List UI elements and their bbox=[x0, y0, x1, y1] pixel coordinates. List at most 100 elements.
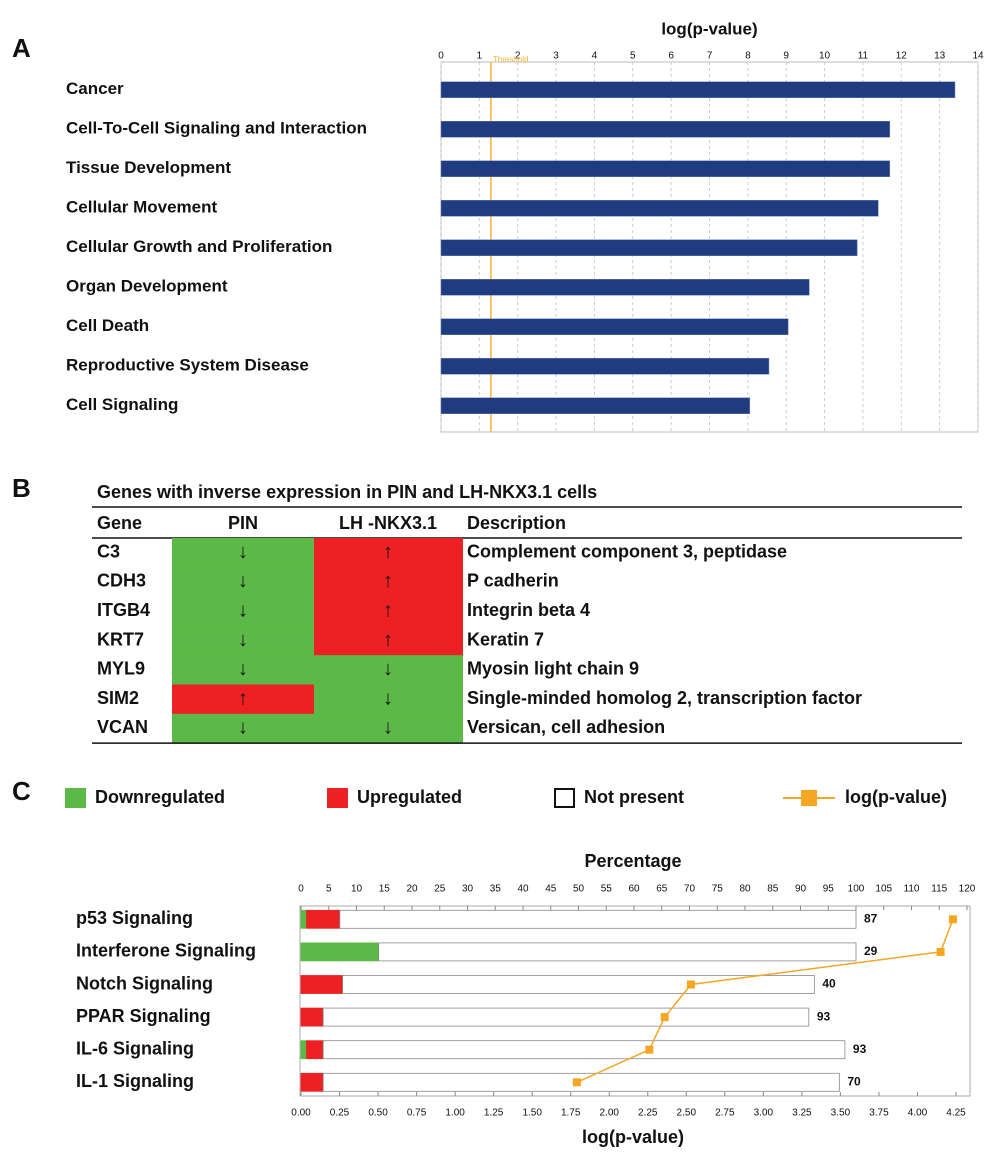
table-cell: ↓ bbox=[383, 658, 393, 680]
x-tick-label: 10 bbox=[351, 884, 363, 895]
expression-cell bbox=[172, 538, 314, 568]
table-cell: ↓ bbox=[238, 570, 248, 592]
plot-frame bbox=[299, 905, 971, 1097]
table-cell: ↑ bbox=[238, 687, 248, 709]
table-header: Gene bbox=[97, 513, 142, 533]
category-label: Cell-To-Cell Signaling and Interaction bbox=[66, 119, 367, 138]
x-tick-label: 15 bbox=[379, 884, 391, 895]
table-cell: ↓ bbox=[238, 600, 248, 622]
expression-cell bbox=[314, 538, 463, 568]
bar-segment bbox=[378, 942, 857, 962]
bar bbox=[440, 160, 891, 177]
x-tick-label: 115 bbox=[931, 884, 947, 895]
expression-cell bbox=[314, 684, 463, 715]
legend-swatch bbox=[65, 788, 86, 808]
x2-tick-label: 2.75 bbox=[715, 1108, 735, 1119]
bar-segment bbox=[306, 1040, 324, 1060]
x2-tick-label: 3.75 bbox=[869, 1108, 889, 1119]
category-label: Cell Death bbox=[66, 316, 149, 335]
x2-tick-label: 0.50 bbox=[368, 1108, 388, 1119]
x-tick-label: 5 bbox=[326, 884, 332, 895]
x-tick-label: 13 bbox=[934, 51, 946, 62]
x-tick-label: 9 bbox=[783, 51, 789, 62]
line-marker bbox=[936, 947, 945, 956]
bar-segment bbox=[342, 975, 815, 994]
table-cell: C3 bbox=[97, 541, 120, 561]
legend-label: Not present bbox=[584, 787, 684, 807]
panel-label: A bbox=[12, 33, 31, 63]
expression-cell bbox=[172, 567, 314, 598]
chart-title: Percentage bbox=[584, 851, 681, 871]
bar bbox=[440, 121, 891, 138]
table-cell: SIM2 bbox=[97, 688, 139, 708]
line-series bbox=[576, 919, 954, 1083]
bar-segment bbox=[300, 942, 380, 962]
table-cell: VCAN bbox=[97, 717, 148, 737]
x-tick-label: 6 bbox=[668, 51, 674, 62]
table-cell: ITGB4 bbox=[97, 600, 150, 620]
legend-label: log(p-value) bbox=[845, 787, 947, 807]
x-tick-label: 105 bbox=[875, 884, 892, 895]
line-marker bbox=[948, 915, 957, 924]
category-label: Cellular Movement bbox=[66, 198, 217, 217]
x-tick-label: 55 bbox=[601, 884, 613, 895]
line-marker bbox=[660, 1013, 669, 1022]
x-tick-label: 25 bbox=[434, 884, 446, 895]
expression-cell bbox=[314, 713, 463, 744]
total-label: 87 bbox=[864, 911, 878, 925]
total-label: 29 bbox=[864, 944, 878, 958]
table-header: LH -NKX3.1 bbox=[339, 513, 437, 533]
table-cell: ↑ bbox=[383, 600, 393, 622]
table-title: Genes with inverse expression in PIN and… bbox=[97, 482, 597, 502]
bar-segment bbox=[300, 1040, 307, 1060]
panel-label: C bbox=[12, 776, 31, 806]
table-cell: KRT7 bbox=[97, 629, 144, 649]
x2-tick-label: 1.25 bbox=[484, 1108, 504, 1119]
x-tick-label: 14 bbox=[972, 51, 984, 62]
bar bbox=[440, 200, 879, 217]
x-tick-label: 65 bbox=[656, 884, 668, 895]
x2-tick-label: 2.25 bbox=[638, 1108, 658, 1119]
category-label: IL-6 Signaling bbox=[76, 1038, 194, 1058]
bar bbox=[440, 81, 956, 98]
table-cell: ↓ bbox=[383, 687, 393, 709]
legend-swatch bbox=[554, 788, 575, 808]
table-cell: MYL9 bbox=[97, 659, 145, 679]
table-cell: P cadherin bbox=[467, 571, 559, 591]
x-tick-label: 3 bbox=[553, 51, 559, 62]
x-tick-label: 45 bbox=[545, 884, 557, 895]
threshold-label: Threshold bbox=[493, 55, 529, 64]
legend-swatch bbox=[327, 788, 348, 808]
x-tick-label: 0 bbox=[298, 884, 304, 895]
x-axis-label: log(p-value) bbox=[582, 1127, 684, 1147]
category-label: IL-1 Signaling bbox=[76, 1071, 194, 1091]
bar bbox=[440, 279, 810, 296]
bar bbox=[440, 397, 751, 414]
table-cell: Single-minded homolog 2, transcription f… bbox=[467, 688, 862, 708]
category-label: Reproductive System Disease bbox=[66, 356, 309, 375]
table-cell: Complement component 3, peptidase bbox=[467, 541, 787, 561]
table-cell: ↓ bbox=[238, 629, 248, 651]
x2-tick-label: 2.00 bbox=[600, 1108, 620, 1119]
x-tick-label: 110 bbox=[904, 884, 920, 895]
table-cell: Integrin beta 4 bbox=[467, 600, 590, 620]
x-tick-label: 11 bbox=[858, 51, 869, 62]
expression-cell bbox=[172, 684, 314, 715]
category-label: Cancer bbox=[66, 79, 124, 98]
x-tick-label: 90 bbox=[795, 884, 807, 895]
bar-segment bbox=[322, 1072, 840, 1092]
table-cell: ↑ bbox=[383, 570, 393, 592]
x-tick-label: 7 bbox=[707, 51, 713, 62]
table-cell: ↑ bbox=[383, 541, 393, 563]
x-tick-label: 1 bbox=[477, 51, 483, 62]
total-label: 40 bbox=[822, 977, 836, 991]
x2-tick-label: 4.00 bbox=[908, 1108, 928, 1119]
x2-tick-label: 1.00 bbox=[445, 1108, 465, 1119]
bar-segment bbox=[322, 1040, 846, 1060]
total-label: 93 bbox=[853, 1042, 867, 1056]
category-label: Notch Signaling bbox=[76, 973, 213, 993]
x2-tick-label: 0.75 bbox=[407, 1108, 427, 1119]
x2-tick-label: 1.50 bbox=[522, 1108, 542, 1119]
x-tick-label: 8 bbox=[745, 51, 751, 62]
